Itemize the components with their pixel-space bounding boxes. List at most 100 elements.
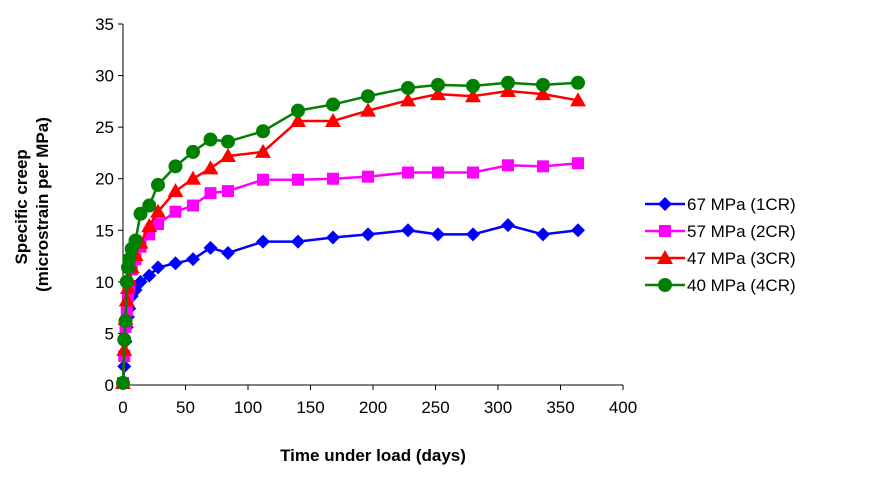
- data-point: [400, 92, 416, 107]
- data-point: [291, 103, 305, 118]
- data-point: [142, 198, 157, 213]
- data-point: [168, 256, 183, 271]
- data-point: [402, 166, 414, 179]
- data-point: [361, 227, 375, 242]
- x-tick-label: 100: [234, 398, 262, 417]
- data-point: [142, 268, 157, 283]
- data-point: [187, 199, 199, 212]
- data-point: [202, 160, 219, 175]
- y-tick-label: 5: [105, 324, 114, 343]
- data-point: [466, 78, 480, 93]
- data-point: [327, 172, 339, 185]
- legend-label: 47 MPa (3CR): [687, 249, 796, 268]
- x-tick-label: 250: [421, 398, 449, 417]
- series-4: [116, 75, 585, 390]
- data-point: [572, 157, 584, 170]
- data-point: [501, 218, 515, 233]
- y-axis-title: Specific creep (microstrain per MPa): [12, 117, 52, 292]
- data-point: [221, 245, 235, 260]
- data-point: [169, 205, 182, 218]
- series-line: [121, 223, 579, 384]
- data-point: [360, 102, 376, 117]
- data-point: [290, 112, 306, 127]
- data-point: [256, 124, 270, 139]
- y-tick-label: 15: [95, 221, 114, 240]
- data-point: [128, 233, 143, 248]
- legend-marker: [658, 197, 672, 211]
- data-point: [362, 170, 374, 183]
- data-point: [257, 173, 269, 186]
- x-tick-label: 200: [359, 398, 387, 417]
- data-point: [467, 166, 479, 179]
- legend-label: 67 MPa (1CR): [687, 195, 796, 214]
- x-tick-label: 0: [118, 398, 127, 417]
- legend-label: 57 MPa (2CR): [687, 222, 796, 241]
- x-tick-label: 300: [484, 398, 512, 417]
- data-point: [361, 89, 375, 104]
- data-point: [466, 227, 480, 242]
- x-tick-label: 150: [296, 398, 324, 417]
- y-tick-label: 0: [105, 376, 114, 395]
- data-point: [431, 77, 445, 92]
- y-tick-label: 20: [95, 170, 114, 189]
- chart-series-layer: [115, 75, 586, 390]
- data-point: [291, 234, 305, 249]
- data-point: [292, 173, 304, 186]
- data-point: [222, 185, 234, 198]
- data-point: [204, 187, 217, 200]
- legend-entry: 40 MPa (4CR): [645, 276, 796, 295]
- y-tick-label: 35: [95, 15, 114, 34]
- series-line: [121, 161, 579, 383]
- data-point: [185, 170, 201, 185]
- data-point: [116, 375, 130, 390]
- data-point: [535, 86, 551, 101]
- x-tick-label: 50: [176, 398, 195, 417]
- legend-marker: [658, 278, 672, 292]
- data-point: [502, 159, 514, 172]
- series-2: [117, 157, 584, 389]
- data-point: [152, 218, 164, 231]
- data-point: [118, 314, 133, 329]
- data-point: [430, 86, 446, 101]
- data-point: [151, 260, 165, 275]
- data-point: [571, 223, 585, 238]
- data-point: [151, 177, 165, 192]
- data-point: [500, 83, 516, 98]
- x-tick-label: 350: [546, 398, 574, 417]
- data-point: [325, 112, 341, 127]
- y-axis-title-line-2: (microstrain per MPa): [33, 117, 52, 292]
- data-point: [401, 80, 415, 95]
- data-point: [203, 132, 218, 147]
- legend-marker: [659, 225, 671, 237]
- data-point: [326, 230, 340, 245]
- data-point: [465, 88, 481, 103]
- legend-entry: 57 MPa (2CR): [645, 222, 796, 241]
- x-axis-title: Time under load (days): [280, 446, 466, 465]
- data-point: [570, 92, 586, 107]
- data-point: [431, 227, 445, 242]
- data-point: [571, 75, 585, 90]
- data-point: [220, 148, 236, 163]
- data-point: [186, 144, 200, 159]
- data-point: [203, 240, 218, 255]
- data-point: [186, 252, 200, 267]
- data-point: [168, 159, 183, 174]
- legend-marker: [657, 250, 673, 264]
- y-tick-label: 10: [95, 273, 114, 292]
- data-point: [501, 75, 515, 90]
- data-point: [256, 234, 270, 249]
- data-point: [150, 203, 166, 218]
- data-point: [401, 223, 415, 238]
- data-point: [536, 227, 550, 242]
- data-point: [141, 218, 158, 233]
- data-point: [119, 274, 134, 289]
- data-point: [221, 134, 235, 149]
- chart-legend: 67 MPa (1CR) 57 MPa (2CR) 47 MPa (3CR) 40 M…: [645, 195, 796, 295]
- legend-label: 40 MPa (4CR): [687, 276, 796, 295]
- data-point: [255, 143, 271, 158]
- legend-entry: 47 MPa (3CR): [645, 249, 796, 268]
- series-1: [116, 218, 585, 390]
- data-point: [537, 160, 549, 173]
